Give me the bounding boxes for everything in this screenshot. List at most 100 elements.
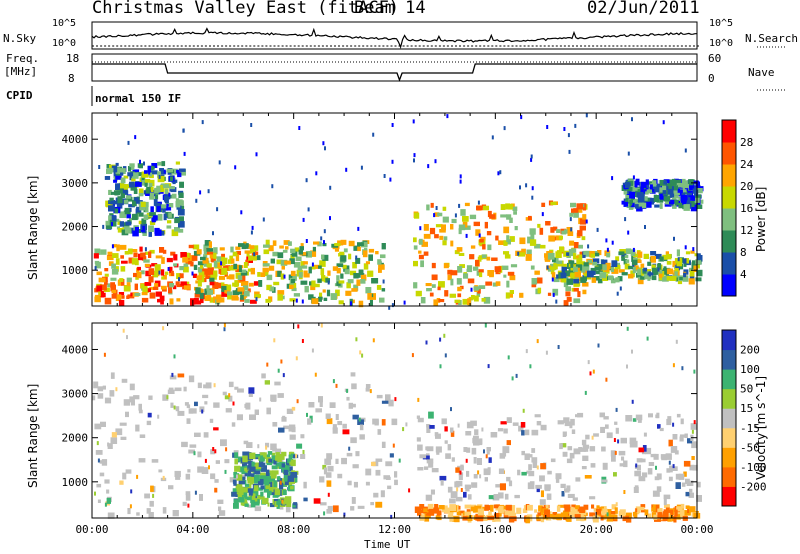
data-cell bbox=[204, 240, 211, 246]
data-cell bbox=[142, 287, 149, 293]
data-cell bbox=[551, 272, 556, 279]
data-cell bbox=[235, 264, 241, 270]
data-cell bbox=[283, 425, 291, 430]
data-cell bbox=[450, 270, 458, 276]
data-cell bbox=[111, 222, 113, 227]
data-cell bbox=[514, 494, 520, 499]
data-cell bbox=[251, 489, 259, 497]
data-cell bbox=[445, 453, 451, 459]
data-cell bbox=[457, 423, 460, 428]
data-cell bbox=[431, 262, 436, 269]
data-cell bbox=[111, 289, 117, 294]
data-cell bbox=[149, 212, 156, 216]
data-cell bbox=[121, 279, 125, 286]
data-cell bbox=[685, 505, 690, 509]
data-cell bbox=[653, 195, 660, 202]
data-cell bbox=[360, 241, 368, 248]
data-cell bbox=[234, 386, 239, 390]
data-cell bbox=[146, 213, 152, 218]
data-cell bbox=[129, 504, 132, 509]
data-cell bbox=[531, 186, 534, 191]
data-cell bbox=[450, 407, 452, 412]
data-cell bbox=[212, 282, 219, 289]
data-cell bbox=[228, 259, 233, 264]
data-cell bbox=[695, 181, 700, 188]
cbar-tick-label: 50 bbox=[740, 383, 753, 396]
data-cell bbox=[325, 472, 332, 478]
data-cell bbox=[465, 431, 472, 436]
data-cell bbox=[138, 220, 144, 225]
data-cell bbox=[625, 248, 632, 255]
data-cell bbox=[268, 458, 273, 463]
data-cell bbox=[688, 179, 694, 186]
data-cell bbox=[487, 364, 490, 369]
data-cell bbox=[178, 228, 184, 233]
data-cell bbox=[518, 252, 525, 257]
data-cell bbox=[187, 469, 191, 473]
data-cell bbox=[443, 263, 449, 269]
data-cell bbox=[534, 270, 540, 275]
data-cell bbox=[162, 275, 167, 280]
data-cell bbox=[576, 267, 580, 271]
data-cell bbox=[319, 400, 323, 407]
data-cell bbox=[190, 408, 197, 414]
data-cell bbox=[289, 285, 294, 290]
data-cell bbox=[488, 457, 492, 463]
data-cell bbox=[615, 277, 620, 283]
data-cell bbox=[655, 504, 660, 509]
data-cell bbox=[197, 382, 202, 389]
data-cell bbox=[683, 258, 687, 264]
data-cell bbox=[327, 280, 330, 285]
data-cell bbox=[107, 167, 114, 173]
data-cell bbox=[234, 165, 237, 170]
data-cell bbox=[104, 479, 110, 484]
data-cell bbox=[138, 403, 142, 411]
data-cell bbox=[574, 271, 580, 278]
data-cell bbox=[177, 172, 182, 178]
data-cell bbox=[284, 475, 288, 482]
cbar-tick-label: -100 bbox=[740, 461, 767, 474]
data-cell bbox=[583, 504, 589, 510]
data-cell bbox=[574, 123, 577, 128]
data-cell bbox=[243, 262, 248, 268]
data-cell bbox=[417, 467, 424, 471]
data-cell bbox=[589, 371, 592, 376]
data-cell bbox=[689, 488, 693, 493]
data-cell bbox=[637, 278, 644, 285]
data-cell bbox=[330, 293, 337, 300]
data-cell bbox=[484, 221, 488, 229]
data-cell bbox=[512, 206, 518, 211]
data-cell bbox=[345, 167, 348, 172]
data-cell bbox=[229, 255, 234, 262]
data-cell bbox=[138, 193, 144, 197]
data-cell bbox=[353, 245, 361, 251]
data-cell bbox=[503, 428, 508, 434]
data-cell bbox=[204, 458, 207, 463]
data-cell bbox=[644, 201, 652, 208]
data-cell bbox=[391, 418, 398, 426]
data-cell bbox=[138, 188, 144, 196]
data-cell bbox=[544, 253, 551, 261]
data-cell bbox=[165, 211, 172, 217]
data-cell bbox=[151, 163, 158, 168]
data-cell bbox=[133, 252, 138, 258]
data-cell bbox=[352, 414, 359, 420]
data-cell bbox=[618, 269, 625, 273]
data-cell bbox=[271, 455, 278, 462]
data-cell bbox=[160, 230, 165, 236]
freq-line bbox=[92, 63, 697, 82]
data-cell bbox=[145, 205, 149, 213]
data-cell bbox=[548, 268, 551, 272]
data-cell bbox=[368, 254, 373, 261]
data-cell bbox=[273, 460, 277, 465]
data-cell bbox=[632, 266, 636, 274]
data-cell bbox=[568, 260, 575, 264]
data-cell bbox=[290, 270, 296, 276]
data-cell bbox=[291, 426, 296, 433]
data-cell bbox=[464, 511, 472, 516]
data-cell bbox=[341, 457, 347, 465]
data-cell bbox=[176, 273, 181, 279]
data-cell bbox=[236, 474, 243, 481]
data-cell bbox=[154, 229, 162, 236]
data-cell bbox=[656, 473, 662, 480]
